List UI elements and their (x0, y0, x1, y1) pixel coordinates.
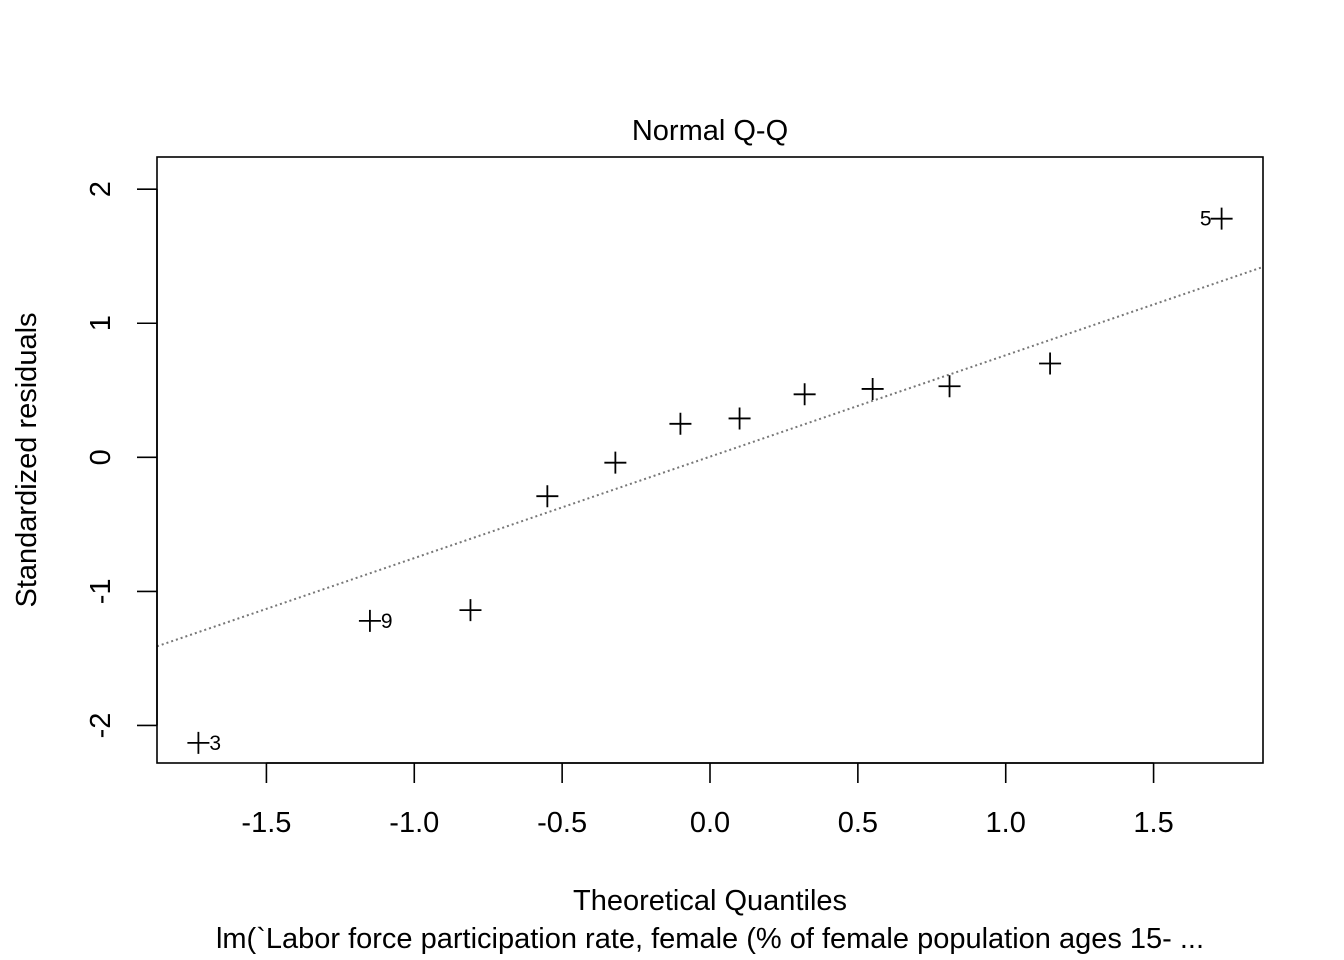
point-label: 3 (209, 732, 221, 755)
qq-reference-line (156, 265, 1264, 648)
model-subtitle: lm(`Labor force participation rate, fema… (216, 923, 1204, 955)
x-tick-label: -1.5 (241, 807, 291, 839)
data-point (187, 731, 210, 754)
y-tick-label: 2 (85, 181, 117, 197)
x-tick-label: 1.0 (986, 807, 1026, 839)
data-point (728, 407, 751, 430)
data-point (938, 375, 961, 398)
data-point (358, 609, 381, 632)
data-point (861, 377, 884, 400)
data-point (669, 412, 692, 435)
data-point (1039, 352, 1062, 375)
point-label: 9 (381, 610, 393, 633)
data-point (459, 599, 482, 622)
point-label: 5 (1200, 208, 1212, 231)
data-points: 3 9 5 (187, 207, 1233, 755)
y-tick-label: 1 (85, 315, 117, 331)
data-point (793, 383, 816, 406)
x-axis-label: Theoretical Quantiles (573, 885, 847, 917)
chart-title: Normal Q-Q (632, 115, 788, 147)
x-tick-label: 0.0 (690, 807, 730, 839)
data-point (536, 485, 559, 508)
y-tick-label: 0 (85, 449, 117, 465)
y-tick-label: -1 (85, 578, 117, 604)
data-point (1210, 207, 1233, 230)
y-axis-label: Standardized residuals (11, 312, 43, 607)
x-tick-label: -0.5 (537, 807, 587, 839)
data-point (604, 451, 627, 474)
plot-frame (156, 156, 1264, 764)
y-axis: -2 -1 0 1 2 (85, 181, 158, 739)
x-tick-label: -1.0 (389, 807, 439, 839)
y-tick-label: -2 (85, 713, 117, 739)
x-tick-label: 0.5 (838, 807, 878, 839)
x-tick-label: 1.5 (1133, 807, 1173, 839)
x-axis: -1.5 -1.0 -0.5 0.0 0.5 1.0 1.5 (241, 762, 1174, 839)
